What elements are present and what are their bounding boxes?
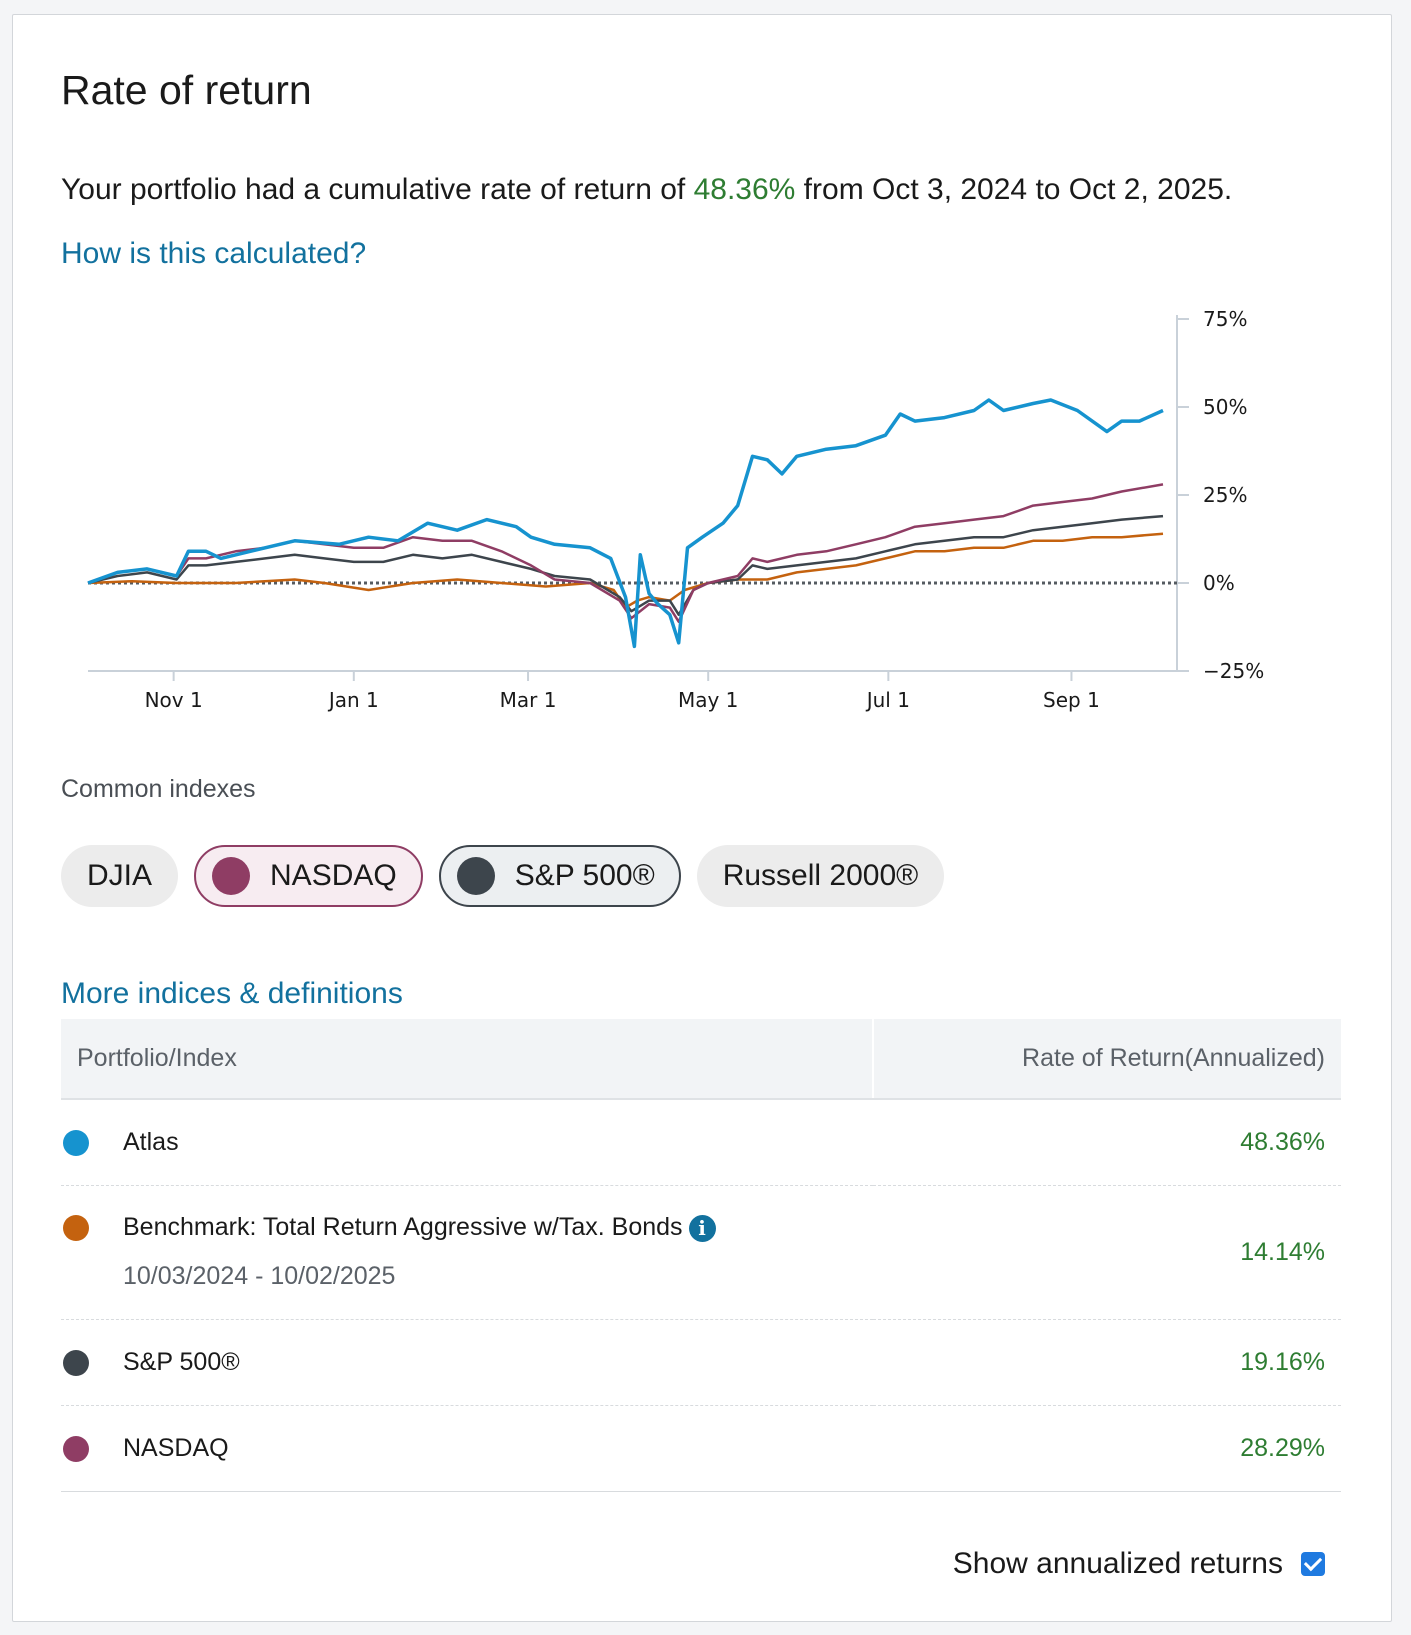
pill-nasdaq[interactable]: NASDAQ [194,845,423,907]
x-tick-label: Sep 1 [1043,688,1100,712]
annualized-checkbox[interactable] [1301,1552,1325,1576]
y-tick-label: 50% [1203,395,1247,419]
returns-table: Portfolio/Index Rate of Return(Annualize… [61,1019,1341,1492]
pill-russell-2000[interactable]: Russell 2000® [696,845,945,907]
benchmark-dot-icon [63,1215,89,1241]
row-name: S&P 500® [123,1347,240,1376]
pill-djia[interactable]: DJIA [61,845,179,907]
table-row: NASDAQ 28.29% [61,1405,1341,1492]
row-value: 14.14% [873,1185,1341,1320]
series-line-atlas [87,398,1164,649]
nasdaq-dot-icon [63,1435,89,1462]
row-name: Benchmark: Total Return Aggressive w/Tax… [123,1213,683,1241]
y-tick-label: 25% [1203,483,1247,507]
pill-djia-label: DJIA [87,859,153,892]
x-tick-label: May 1 [678,688,738,712]
index-pills: DJIA NASDAQ S&P 500® Russell 2000® [61,845,945,907]
table-row: S&P 500® 19.16% [61,1319,1341,1406]
summary-percentage: 48.36% [693,173,796,206]
x-tick-label: Nov 1 [145,688,203,712]
col-rate-of-return: Rate of Return(Annualized) [872,1019,1341,1100]
more-indices-link[interactable]: More indices & definitions [61,977,403,1010]
sp500-dot-icon [63,1349,89,1376]
rate-of-return-card: Rate of return Your portfolio had a cumu… [12,14,1392,1622]
table-row: Benchmark: Total Return Aggressive w/Tax… [61,1185,1341,1320]
x-tick-label: Jan 1 [327,688,379,712]
y-tick-label: −25% [1203,659,1264,683]
pill-nasdaq-label: NASDAQ [270,859,397,892]
pill-sp500-label: S&P 500® [514,859,655,892]
row-name: Atlas [123,1127,179,1156]
y-tick-label: 0% [1203,571,1235,595]
return-summary: Your portfolio had a cumulative rate of … [61,173,1232,207]
row-value: 28.29% [873,1405,1341,1492]
summary-suffix: from Oct 3, 2024 to Oct 2, 2025. [795,173,1233,206]
row-value: 48.36% [873,1099,1341,1186]
rate-of-return-chart: 75% 50% 25% 0% −25% Nov 1 Jan 1 Mar 1 May 1 Jul 1… [87,307,1264,712]
nasdaq-dot-icon [212,857,251,895]
row-date-range: 10/03/2024 - 10/02/2025 [123,1262,396,1290]
row-name: NASDAQ [123,1433,229,1462]
common-indexes-label: Common indexes [61,775,256,803]
x-tick-label: Jul 1 [865,688,910,712]
annualized-toggle: Show annualized returns [953,1547,1325,1581]
atlas-dot-icon [63,1129,89,1156]
pill-russell-label: Russell 2000® [722,859,919,892]
annualized-label: Show annualized returns [952,1547,1283,1580]
summary-prefix: Your portfolio had a cumulative rate of … [61,173,694,206]
how-calculated-link[interactable]: How is this calculated? [61,237,367,270]
sp500-dot-icon [456,857,495,895]
series-line-benchmark [87,532,1164,609]
table-row: Atlas 48.36% [61,1099,1341,1186]
col-portfolio-index: Portfolio/Index [61,1019,873,1100]
y-tick-label: 75% [1203,307,1247,331]
x-tick-label: Mar 1 [500,688,557,712]
row-value: 19.16% [873,1319,1341,1406]
series-line-sp500 [87,514,1164,616]
info-icon[interactable]: i [688,1214,716,1242]
table-header-row: Portfolio/Index Rate of Return(Annualize… [61,1019,1341,1100]
pill-sp500[interactable]: S&P 500® [438,845,681,907]
card-title: Rate of return [61,67,312,113]
